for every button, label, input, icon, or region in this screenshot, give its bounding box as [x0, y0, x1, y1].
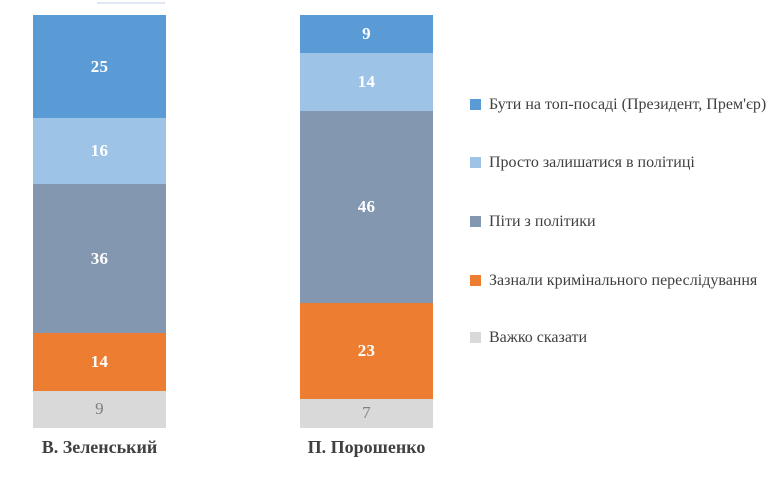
category-label-poroshenko: П. Порошенко [307, 437, 426, 457]
legend-item-hard-to-say: Важко сказати [470, 325, 779, 350]
data-label: 25 [90, 56, 109, 76]
legend-label: Піти з політики [489, 213, 596, 230]
legend-item-criminal-prosecution: Зазнали кримінального переслідування [470, 268, 779, 293]
data-label: 14 [90, 351, 109, 371]
legend-item-stay-in-politics: Просто залишатися в політиці [470, 150, 779, 175]
category-label-zelensky: В. Зеленський [41, 437, 158, 457]
chart-legend: Бути на топ-посаді (Президент, Прем'єр) … [470, 0, 780, 480]
top-edge-artifact [97, 2, 165, 4]
bar-segment: 7 [300, 398, 433, 428]
legend-swatch-light-gray [470, 332, 481, 343]
data-label: 46 [357, 196, 376, 216]
data-label: 7 [362, 403, 371, 423]
stacked-bar-poroshenko: 9 14 46 23 7 [300, 15, 433, 428]
data-label: 23 [357, 340, 376, 360]
data-label: 14 [357, 71, 376, 91]
legend-label: Зазнали кримінального переслідування [489, 272, 758, 289]
stacked-bar-zelensky: 25 16 36 14 9 [33, 15, 166, 428]
legend-label: Просто залишатися в політиці [489, 154, 695, 171]
bar-segment: 25 [33, 15, 166, 119]
bar-segment: 14 [300, 52, 433, 111]
legend-swatch-blue [470, 99, 481, 110]
data-label: 36 [90, 248, 109, 268]
bar-segment: 9 [33, 390, 166, 428]
data-label: 9 [95, 399, 104, 419]
data-label: 16 [90, 141, 109, 161]
bar-segment: 46 [300, 110, 433, 303]
bar-segment: 9 [300, 15, 433, 53]
legend-swatch-orange [470, 275, 481, 286]
bar-segment: 14 [33, 333, 166, 391]
legend-item-top-position: Бути на топ-посаді (Президент, Прем'єр) [470, 92, 779, 117]
legend-label: Бути на топ-посаді (Президент, Прем'єр) [489, 96, 767, 113]
legend-swatch-light-blue [470, 157, 481, 168]
bar-segment: 36 [33, 184, 166, 333]
bar-segment: 23 [300, 302, 433, 399]
legend-label: Важко сказати [489, 329, 588, 346]
data-label: 9 [362, 23, 371, 43]
legend-item-leave-politics: Піти з політики [470, 209, 779, 234]
legend-swatch-gray-blue [470, 216, 481, 227]
bar-segment: 16 [33, 118, 166, 185]
